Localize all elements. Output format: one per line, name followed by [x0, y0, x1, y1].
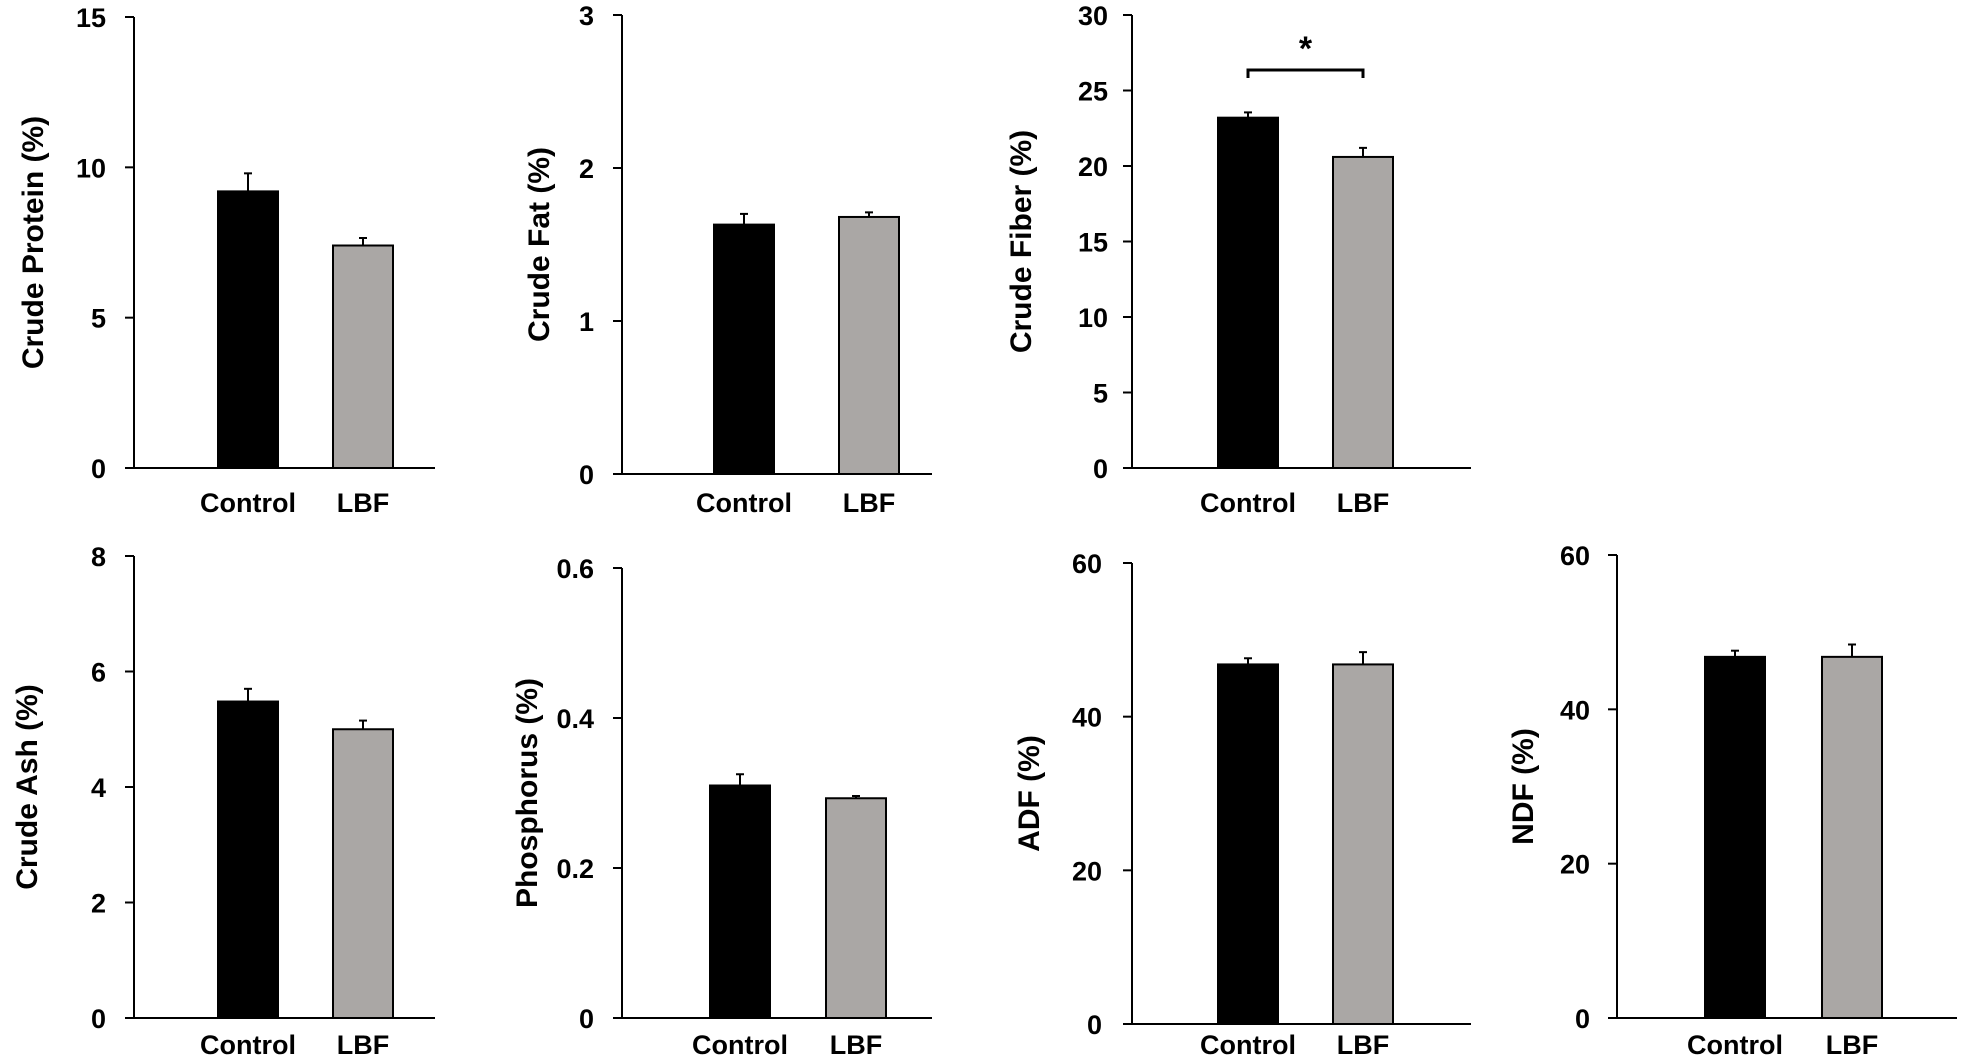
x-tick-label-lbf: LBF — [337, 488, 389, 518]
y-tick-label: 0 — [91, 1004, 106, 1034]
x-tick-label-control: Control — [1200, 1030, 1296, 1060]
y-tick-label: 0 — [1087, 1010, 1102, 1040]
y-axis-label: NDF (%) — [1507, 728, 1540, 845]
y-tick-label: 0 — [579, 1004, 594, 1034]
bar-control — [1217, 116, 1279, 470]
x-tick-label-control: Control — [200, 488, 296, 518]
y-tick-label: 10 — [1078, 303, 1108, 333]
x-tick-label-lbf: LBF — [1337, 1030, 1389, 1060]
x-tick-label-lbf: LBF — [830, 1030, 882, 1060]
y-axis-label: Phosphorus (%) — [511, 678, 544, 908]
bar-control — [217, 190, 279, 470]
y-tick-label: 20 — [1072, 856, 1102, 886]
y-tick-label: 60 — [1560, 541, 1590, 571]
y-tick-label: 8 — [91, 542, 106, 572]
bar-lbf — [825, 797, 887, 1019]
y-tick-label: 15 — [76, 3, 106, 33]
y-tick-label: 15 — [1078, 228, 1108, 258]
x-tick-label-lbf: LBF — [1337, 488, 1389, 518]
bar-lbf — [332, 728, 394, 1019]
chart-panel-2: 0 1 2 3 Crude Fat (%) Control LBF — [523, 1, 932, 518]
significance-bracket — [1246, 68, 1365, 78]
bar-control — [217, 700, 279, 1020]
y-tick-label: 25 — [1078, 77, 1108, 107]
x-tick-label-control: Control — [1200, 488, 1296, 518]
y-tick-label: 10 — [76, 153, 106, 183]
x-tick-label-control: Control — [1687, 1030, 1783, 1060]
y-tick-label: 60 — [1072, 549, 1102, 579]
y-tick-label: 4 — [91, 773, 106, 803]
significance-marker: * — [1299, 30, 1313, 68]
bar-control — [1217, 663, 1279, 1025]
y-axis-label: Crude Fiber (%) — [1005, 130, 1038, 353]
x-tick-label-lbf: LBF — [337, 1030, 389, 1060]
y-tick-label: 5 — [91, 304, 106, 334]
bar-lbf — [1821, 655, 1883, 1019]
x-tick-label-control: Control — [200, 1030, 296, 1060]
bar-lbf — [332, 244, 394, 469]
y-axis-label: ADF (%) — [1013, 735, 1046, 852]
y-tick-label: 30 — [1078, 1, 1108, 31]
y-tick-label: 0.4 — [556, 704, 594, 734]
y-tick-label: 0 — [579, 460, 594, 490]
bar-lbf — [1332, 663, 1394, 1025]
y-axis-label: Crude Fat (%) — [523, 147, 556, 342]
y-tick-label: 0 — [1093, 454, 1108, 484]
chart-panel-7: 0 20 40 60 NDF (%) Control LBF — [1507, 541, 1957, 1060]
y-tick-label: 0 — [1575, 1004, 1590, 1034]
y-tick-label: 20 — [1078, 152, 1108, 182]
bar-lbf — [838, 215, 900, 476]
bar-lbf — [1332, 155, 1394, 469]
y-tick-label: 20 — [1560, 850, 1590, 880]
y-axis-label: Crude Ash (%) — [11, 684, 44, 890]
y-tick-label: 0.6 — [556, 554, 594, 584]
x-tick-label-control: Control — [692, 1030, 788, 1060]
chart-panel-1: 0 5 10 15 Crude Protein (%) Control LBF — [17, 3, 435, 518]
y-tick-label: 40 — [1560, 695, 1590, 725]
bar-control — [713, 223, 775, 475]
y-tick-label: 2 — [91, 889, 106, 919]
y-tick-label: 6 — [91, 658, 106, 688]
y-axis-label: Crude Protein (%) — [17, 116, 50, 369]
bar-control — [709, 784, 771, 1019]
chart-panel-5: 0 0.2 0.4 0.6 Phosphorus (%) Control LBF — [511, 554, 932, 1060]
y-tick-label: 0.2 — [556, 854, 594, 884]
y-tick-label: 2 — [579, 154, 594, 184]
y-tick-label: 40 — [1072, 703, 1102, 733]
y-tick-label: 0 — [91, 454, 106, 484]
chart-panel-3: 0 5 10 15 20 25 30 Crude Fiber (%) Control LBF * — [1005, 1, 1471, 518]
x-tick-label-control: Control — [696, 488, 792, 518]
bar-control — [1704, 655, 1766, 1019]
chart-panel-4: 0 2 4 6 8 Crude Ash (%) Control LBF — [11, 542, 435, 1060]
chart-panel-6: 0 20 40 60 ADF (%) Control LBF — [1013, 549, 1471, 1060]
x-tick-label-lbf: LBF — [1826, 1030, 1878, 1060]
x-tick-label-lbf: LBF — [843, 488, 895, 518]
y-tick-label: 5 — [1093, 379, 1108, 409]
y-tick-label: 1 — [579, 307, 594, 337]
y-tick-label: 3 — [579, 1, 594, 31]
